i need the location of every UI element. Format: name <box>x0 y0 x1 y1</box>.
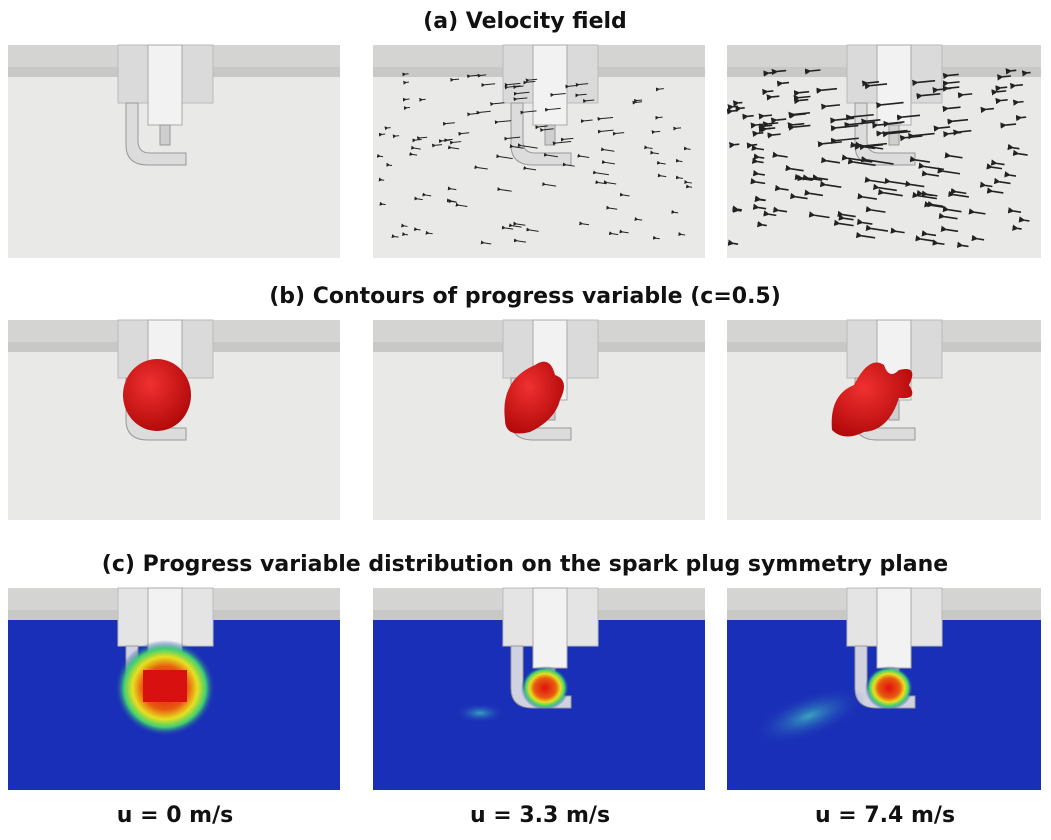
velocity-arrow <box>1016 85 1023 86</box>
progress-field <box>521 666 569 710</box>
column-label: u = 0 m/s <box>117 803 233 828</box>
velocity-arrow <box>1024 220 1029 221</box>
velocity-arrow <box>759 174 765 175</box>
panel <box>727 588 1041 790</box>
velocity-arrow <box>772 96 779 97</box>
velocity-arrow <box>758 133 763 134</box>
velocity-arrow <box>948 74 958 75</box>
progress-core <box>143 670 187 702</box>
velocity-arrow <box>732 110 738 111</box>
velocity-arrow <box>795 114 806 115</box>
velocity-arrow <box>1013 148 1019 149</box>
velocity-arrow <box>939 127 950 128</box>
section-title: (a) Velocity field <box>423 9 627 34</box>
velocity-arrow <box>748 116 754 117</box>
velocity-arrow <box>416 139 422 140</box>
center-electrode <box>160 125 170 145</box>
velocity-arrow <box>1011 70 1016 71</box>
velocity-arrow <box>429 233 433 234</box>
velocity-arrow <box>395 237 399 238</box>
panel <box>8 320 340 520</box>
velocity-arrow <box>799 92 809 93</box>
velocity-arrow <box>986 185 993 186</box>
velocity-arrow <box>783 83 789 84</box>
flame-surface <box>123 359 191 431</box>
velocity-arrow <box>810 70 820 71</box>
velocity-arrow <box>682 234 685 235</box>
velocity-arrow <box>679 178 683 179</box>
velocity-arrow <box>757 149 764 150</box>
center-electrode <box>889 125 899 145</box>
velocity-arrow <box>759 157 764 158</box>
velocity-arrow <box>963 246 969 247</box>
velocity-arrow <box>759 208 767 209</box>
velocity-arrow <box>636 102 642 103</box>
velocity-arrow <box>767 128 776 129</box>
velocity-arrow <box>768 91 774 92</box>
velocity-arrow <box>948 82 959 83</box>
velocity-arrow <box>655 131 660 132</box>
panel <box>373 588 705 790</box>
velocity-arrow <box>948 87 959 88</box>
figure: (a) Velocity field (b) Contours of progr… <box>0 0 1051 836</box>
velocity-arrow <box>1001 100 1008 101</box>
panel <box>727 45 1041 258</box>
velocity-arrow <box>481 75 486 76</box>
velocity-arrow <box>868 82 879 83</box>
plug-insulator <box>533 588 567 668</box>
panel <box>373 45 705 258</box>
velocity-arrow <box>758 162 764 163</box>
panel <box>8 45 340 258</box>
velocity-arrow <box>793 124 804 125</box>
velocity-arrow <box>799 96 810 97</box>
velocity-arrow <box>938 243 944 244</box>
velocity-arrow <box>963 94 972 95</box>
progress-field <box>865 666 913 710</box>
column-label: u = 3.3 m/s <box>470 803 610 828</box>
velocity-arrow <box>760 199 765 200</box>
velocity-arrow <box>638 219 642 220</box>
velocity-arrow <box>986 109 994 110</box>
velocity-arrow <box>413 154 417 155</box>
velocity-arrow <box>688 182 692 183</box>
velocity-arrow <box>764 115 772 116</box>
velocity-arrow <box>421 137 428 138</box>
velocity-arrow <box>454 79 459 80</box>
plug-insulator <box>533 45 567 125</box>
section-title: (c) Progress variable distribution on th… <box>102 552 948 577</box>
section-title: (b) Contours of progress variable (c=0.5… <box>269 284 781 309</box>
velocity-arrow <box>1014 211 1021 212</box>
panel <box>8 588 340 790</box>
velocity-arrow <box>1010 175 1016 176</box>
velocity-arrow <box>977 239 984 240</box>
velocity-arrow <box>756 124 763 125</box>
velocity-arrow <box>768 123 778 124</box>
velocity-arrow <box>769 72 776 73</box>
velocity-arrow <box>773 134 781 135</box>
panel <box>727 320 1041 520</box>
velocity-arrow <box>1006 124 1016 125</box>
velocity-arrow <box>769 214 776 215</box>
velocity-arrow <box>997 91 1006 92</box>
plug-insulator <box>148 45 182 125</box>
velocity-arrow <box>738 209 742 210</box>
velocity-arrow <box>800 100 809 101</box>
velocity-arrow <box>764 125 772 126</box>
column-label: u = 7.4 m/s <box>815 803 955 828</box>
velocity-arrow <box>1001 87 1007 88</box>
velocity-arrow <box>1003 76 1011 77</box>
velocity-arrow <box>436 145 443 146</box>
velocity-arrow <box>777 119 787 120</box>
plug-insulator <box>877 588 911 668</box>
velocity-arrow <box>777 71 786 72</box>
velocity-arrow <box>1018 228 1022 229</box>
velocity-arrow <box>733 243 738 244</box>
panel <box>373 320 705 520</box>
velocity-arrow <box>763 225 767 226</box>
progress-trail <box>455 703 505 723</box>
center-electrode <box>545 125 555 145</box>
